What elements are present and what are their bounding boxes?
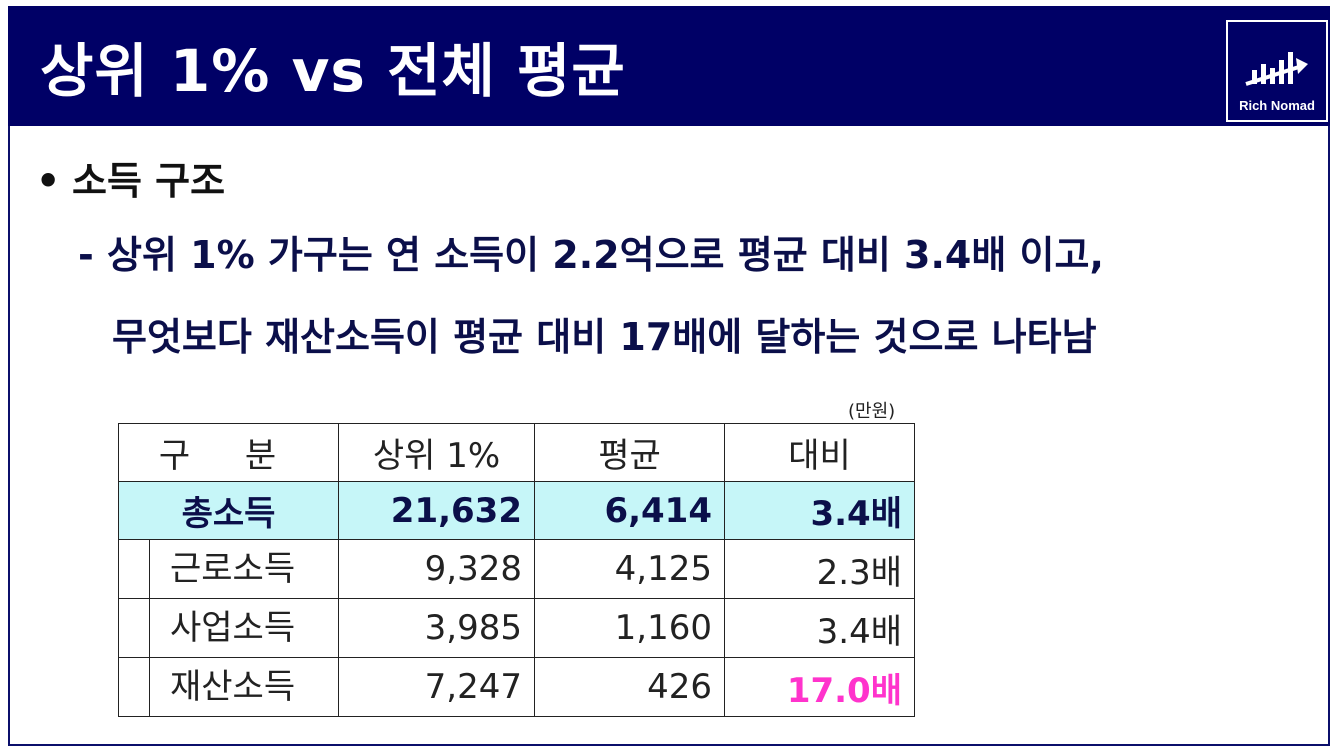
row-label: 재산소득 [149, 658, 295, 716]
bullet-text: 소득 구조 [72, 159, 226, 203]
row-label: 근로소득 [149, 540, 295, 598]
ratio-value-highlight: 17.0배 [724, 657, 915, 717]
header-average: 평균 [534, 423, 725, 482]
summary-line-2: 무엇보다 재산소득이 평균 대비 17배에 달하는 것으로 나타남 [112, 315, 1097, 359]
row-label-cell: 근로소득 [118, 539, 339, 599]
average-value: 6,414 [534, 481, 725, 540]
header-category: 구 분 [118, 423, 339, 482]
top1-value: 21,632 [338, 481, 535, 540]
row-label: 사업소득 [149, 599, 295, 657]
row-label-cell: 사업소득 [118, 598, 339, 658]
income-table: 구 분 상위 1% 평균 대비 총소득 21,632 6,414 3.4배 근로… [118, 423, 915, 717]
header-top1: 상위 1% [338, 423, 535, 482]
ratio-value: 3.4배 [724, 481, 915, 540]
ratio-value: 3.4배 [724, 598, 915, 658]
ratio-value: 2.3배 [724, 539, 915, 599]
table-row: 재산소득 7,247 426 17.0배 [118, 657, 915, 717]
table-row: 사업소득 3,985 1,160 3.4배 [118, 598, 915, 658]
average-value: 4,125 [534, 539, 725, 599]
table-header-row: 구 분 상위 1% 평균 대비 [118, 423, 915, 482]
bullet-heading: • 소득 구조 [36, 150, 225, 205]
average-value: 426 [534, 657, 725, 717]
row-label: 총소득 [118, 481, 339, 540]
logo-text: Rich Nomad [1239, 98, 1315, 113]
header-bar: 상위 1% vs 전체 평균 Rich Nomad [8, 6, 1330, 126]
summary-line-1: - 상위 1% 가구는 연 소득이 2.2억으로 평균 대비 3.4배 이고, [78, 233, 1104, 277]
bullet-dot: • [36, 159, 61, 203]
chart-logo-icon [1245, 52, 1308, 86]
top1-value: 3,985 [338, 598, 535, 658]
average-value: 1,160 [534, 598, 725, 658]
top1-value: 9,328 [338, 539, 535, 599]
table-row-total: 총소득 21,632 6,414 3.4배 [118, 481, 915, 540]
table-row: 근로소득 9,328 4,125 2.3배 [118, 539, 915, 599]
page-title: 상위 1% vs 전체 평균 [40, 37, 626, 105]
unit-label: (만원) [848, 401, 896, 422]
row-label-cell: 재산소득 [118, 657, 339, 717]
top1-value: 7,247 [338, 657, 535, 717]
header-ratio: 대비 [724, 423, 915, 482]
rich-nomad-logo: Rich Nomad [1226, 20, 1328, 122]
